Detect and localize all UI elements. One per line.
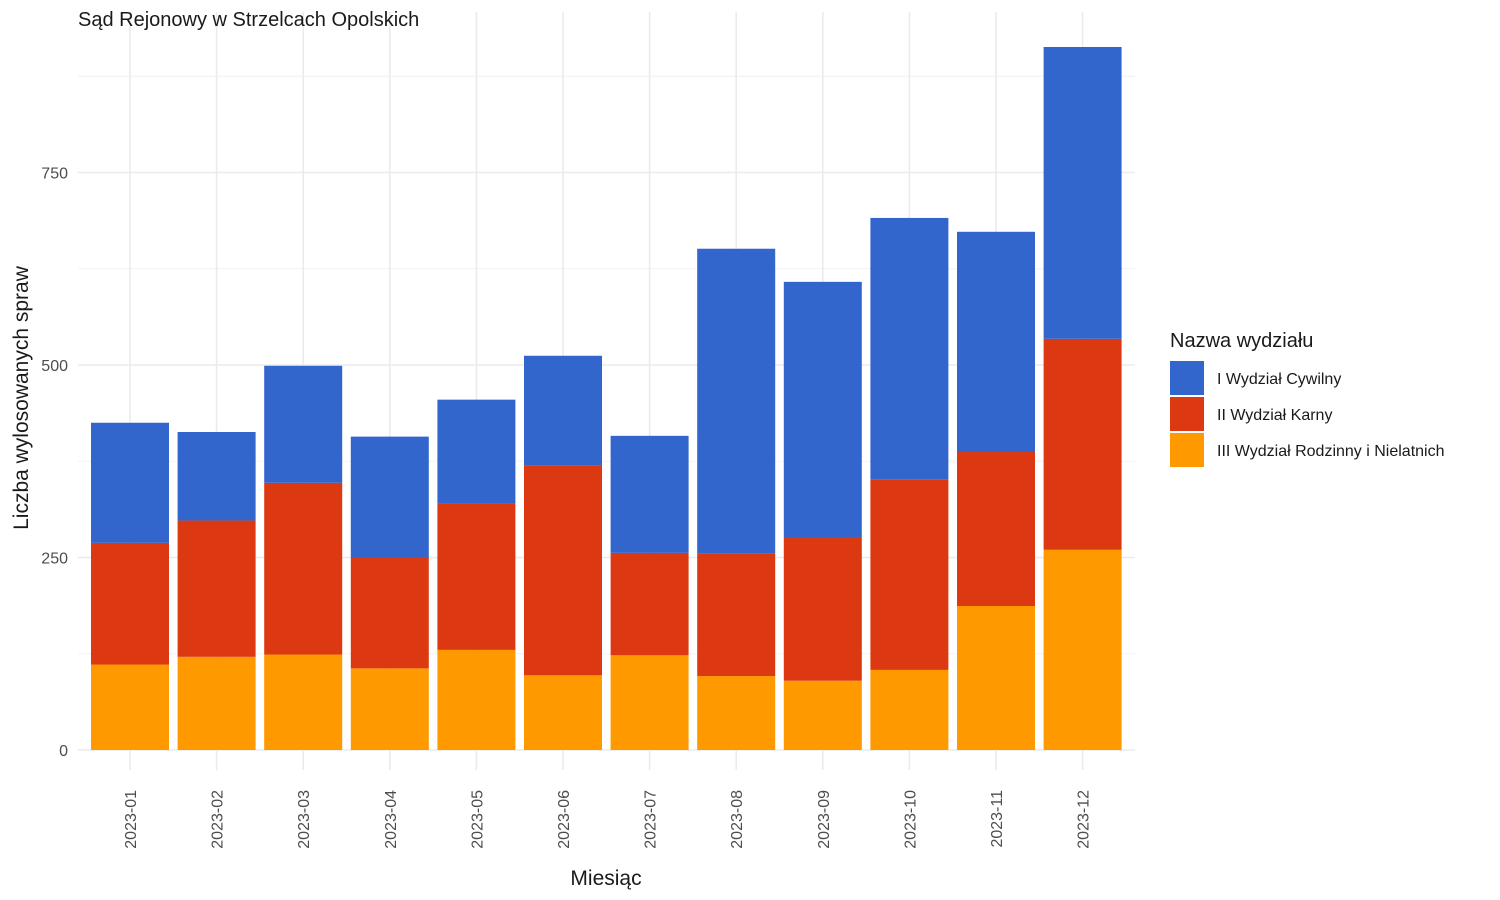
bar-segment (350, 436, 429, 558)
bar-segment (350, 557, 429, 669)
x-tick-label: 2023-06 (556, 790, 573, 849)
bar-segment (91, 422, 169, 543)
x-tick-label: 2023-07 (643, 790, 660, 849)
ticks-layer: 0 250 500 750 2023-01 2023-02 2023-03 2023-04 20… (41, 166, 1092, 849)
bar-segment (783, 281, 862, 538)
bar-segment (177, 431, 256, 521)
legend-swatch (1170, 397, 1204, 431)
bar-segment (957, 606, 1035, 750)
bar-segment (524, 465, 602, 676)
legend-title: Nazwa wydziału (1170, 330, 1313, 352)
chart-title: Sąd Rejonowy w Strzelcach Opolskich (78, 9, 419, 31)
bar-segment (264, 482, 343, 655)
bar-segment (610, 655, 689, 750)
bar-segment (264, 365, 343, 483)
bar-segment (437, 503, 516, 650)
x-tick-label: 2023-02 (210, 790, 227, 849)
bar-segment (870, 217, 949, 480)
bar-segment (610, 435, 689, 553)
bar-segment (264, 654, 343, 750)
x-tick-label: 2023-08 (729, 790, 746, 849)
y-tick-label: 0 (59, 743, 68, 760)
bar-segment (697, 248, 776, 554)
x-tick-label: 2023-12 (1076, 790, 1093, 849)
bar-segment (957, 452, 1035, 607)
bar-segment (1043, 46, 1122, 339)
bar-segment (177, 520, 256, 657)
bar-segment (1043, 338, 1122, 550)
legend-label: III Wydział Rodzinny i Nielatnich (1217, 443, 1445, 460)
bar-segment (350, 668, 429, 750)
bar-segment (783, 537, 862, 681)
y-tick-label: 750 (41, 166, 68, 183)
y-axis-title: Liczba wylosowanych spraw (10, 265, 33, 530)
legend-swatch (1170, 433, 1204, 467)
bars-layer (91, 46, 1122, 750)
legend-label: I Wydział Cywilny (1217, 371, 1341, 388)
bar-segment (91, 542, 169, 665)
x-tick-label: 2023-09 (816, 790, 833, 849)
x-axis-title: Miesiąc (570, 867, 641, 890)
y-tick-label: 500 (41, 358, 68, 375)
x-tick-label: 2023-04 (383, 790, 400, 849)
legend: Nazwa wydziału I Wydział Cywilny II Wydzi… (1170, 330, 1445, 467)
legend-swatch (1170, 361, 1204, 395)
bar-segment (957, 231, 1035, 453)
bar-segment (437, 399, 516, 504)
bar-segment (1043, 549, 1122, 750)
y-tick-label: 250 (41, 551, 68, 568)
bar-segment (870, 479, 949, 670)
bar-segment (783, 680, 862, 750)
bar-segment (91, 664, 169, 750)
x-tick-label: 2023-05 (469, 790, 486, 849)
bar-segment (524, 355, 602, 466)
bar-segment (610, 552, 689, 656)
bar-segment (524, 675, 602, 750)
x-tick-label: 2023-03 (296, 790, 313, 849)
bar-segment (697, 553, 776, 677)
bar-segment (870, 669, 949, 750)
bar-segment (437, 649, 516, 750)
x-tick-label: 2023-01 (123, 790, 140, 849)
bar-segment (177, 656, 256, 750)
bar-segment (697, 676, 776, 750)
legend-label: II Wydział Karny (1217, 407, 1332, 424)
x-tick-label: 2023-11 (989, 790, 1006, 848)
x-tick-label: 2023-10 (902, 790, 919, 849)
